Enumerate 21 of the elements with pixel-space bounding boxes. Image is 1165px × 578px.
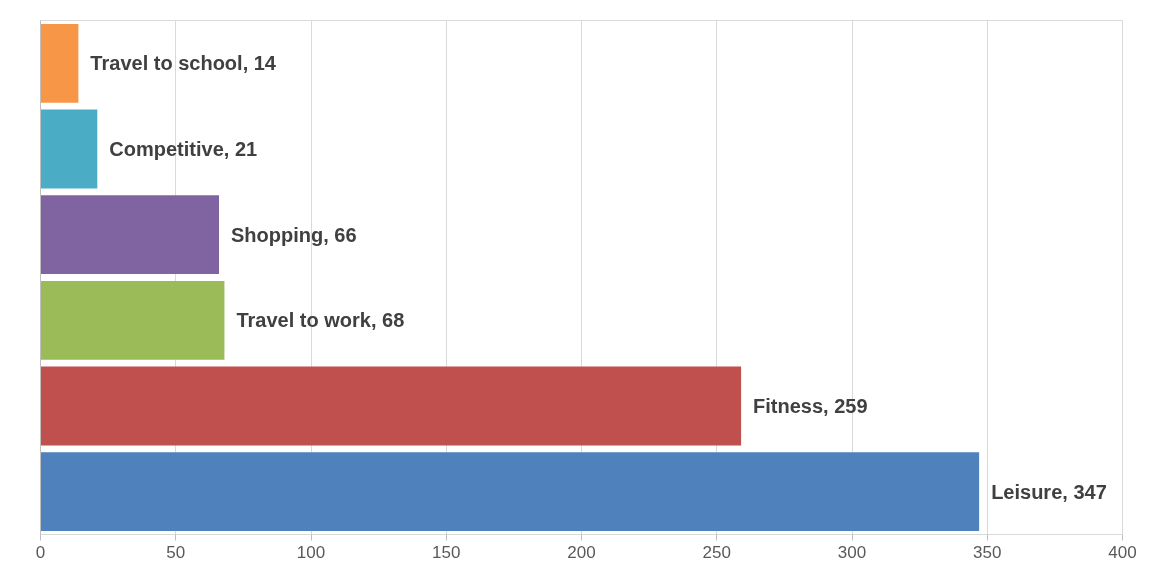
- x-tick-label: 200: [567, 542, 596, 562]
- data-label: Shopping, 66: [231, 223, 357, 246]
- x-tick-label: 300: [837, 542, 867, 562]
- bar: [40, 195, 220, 275]
- bar: [40, 452, 980, 532]
- bar: [40, 280, 225, 360]
- x-tick-label: 100: [296, 542, 326, 562]
- x-tick-label: 0: [35, 542, 46, 562]
- bar: [40, 366, 742, 446]
- data-label: Competitive, 21: [109, 138, 258, 160]
- data-label: Travel to school, 14: [90, 52, 277, 75]
- x-tick-label: 400: [1108, 542, 1137, 562]
- x-tick-label: 350: [973, 542, 1002, 562]
- bar: [40, 109, 98, 189]
- data-label: Travel to work, 68: [236, 309, 405, 332]
- x-tick-label: 50: [166, 542, 186, 562]
- x-tick-label: 250: [702, 542, 731, 562]
- x-tick-label: 150: [432, 542, 461, 562]
- bar: [40, 23, 79, 103]
- data-label: Fitness, 259: [753, 395, 868, 417]
- data-label: Leisure, 347: [991, 480, 1107, 503]
